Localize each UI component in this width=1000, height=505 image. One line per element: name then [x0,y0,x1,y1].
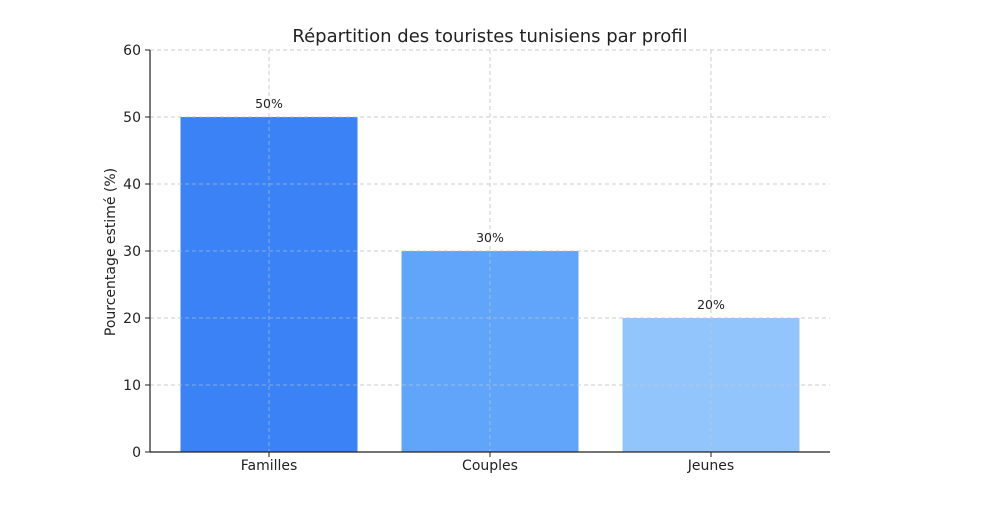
y-tick-label: 60 [123,43,141,59]
y-tick-label: 40 [123,177,141,193]
x-tick-label: Couples [462,458,518,474]
y-axis-label: Pourcentage estimé (%) [103,168,119,336]
chart-title: Répartition des touristes tunisiens par … [292,26,687,47]
y-tick-label: 30 [123,244,141,260]
x-tick-label: Jeunes [687,458,734,474]
data-label: 50% [255,96,283,111]
data-label: 30% [476,230,504,245]
data-labels: 50% 30% 20% [255,96,725,312]
x-tick-label: Familles [241,458,298,474]
data-label: 20% [697,297,725,312]
y-tick-label: 20 [123,311,141,327]
x-axis-ticks: Familles Couples Jeunes [241,452,734,474]
y-tick-label: 10 [123,378,141,394]
y-axis-ticks: 0 10 20 30 40 50 60 [123,43,150,461]
grid-lines-overlay [150,49,830,452]
y-tick-label: 50 [123,110,141,126]
y-tick-label: 0 [132,445,141,461]
